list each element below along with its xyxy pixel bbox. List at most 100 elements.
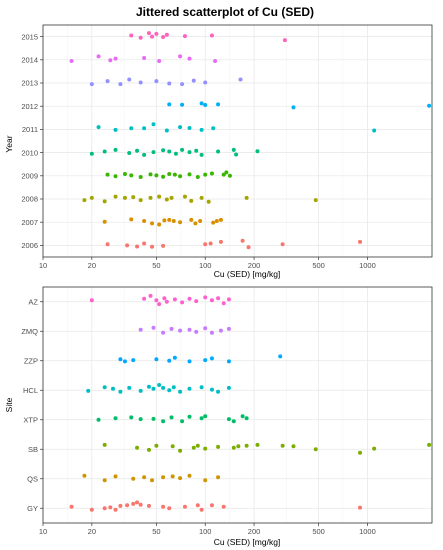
site-point-SB [178, 448, 183, 453]
year-point-2008 [113, 194, 118, 199]
year-point-2012 [216, 102, 221, 107]
site-y-tick-label: ZMQ [21, 327, 38, 336]
year-point-2008 [138, 198, 143, 203]
year-point-2007 [193, 221, 198, 226]
year-point-2010 [173, 151, 178, 156]
year-point-2006 [218, 239, 223, 244]
year-point-2007 [102, 219, 107, 224]
site-point-GY [209, 503, 214, 508]
site-point-SB [231, 445, 236, 450]
year-point-2011 [151, 122, 156, 127]
year-point-2008 [164, 197, 169, 202]
site-point-SB [146, 447, 151, 452]
site-point-QS [161, 475, 166, 480]
site-point-QS [216, 475, 221, 480]
year-point-2011 [164, 128, 169, 133]
site-y-tick-label: AZ [28, 297, 38, 306]
site-point-AZ [221, 301, 226, 306]
year-y-tick-label: 2009 [21, 172, 38, 181]
year-point-2006 [240, 238, 245, 243]
year-point-2011 [113, 127, 118, 132]
year-point-2013 [191, 78, 196, 83]
year-point-2009 [209, 171, 214, 176]
year-point-2006 [246, 245, 251, 250]
year-point-2009 [203, 172, 208, 177]
year-point-2013 [180, 82, 185, 87]
year-point-2009 [167, 171, 172, 176]
site-point-HCL [216, 389, 221, 394]
year-point-2008 [244, 195, 249, 200]
year-point-2013 [203, 80, 208, 85]
site-point-QS [187, 473, 192, 478]
site-point-HCL [102, 385, 107, 390]
site-point-GY [199, 507, 204, 512]
site-point-HCL [151, 386, 156, 391]
site-point-HCL [209, 387, 214, 392]
year-point-2014 [157, 58, 162, 63]
site-point-HCL [138, 388, 143, 393]
year-point-2015 [282, 38, 287, 43]
site-point-XTP [231, 419, 236, 424]
year-point-2011 [142, 126, 147, 131]
site-point-XTP [180, 419, 185, 424]
year-point-2013 [127, 77, 132, 82]
year-point-2015 [209, 33, 214, 38]
site-point-XTP [244, 416, 249, 421]
site-point-ZZP [172, 355, 177, 360]
site-point-XTP [151, 416, 156, 421]
year-point-2007 [157, 222, 162, 227]
site-point-HCL [178, 389, 183, 394]
site-y-tick-label: QS [27, 474, 38, 483]
year-point-2010 [234, 152, 239, 157]
site-point-SB [195, 443, 200, 448]
year-point-2006 [161, 243, 166, 248]
site-x-tick-label: 500 [312, 527, 325, 536]
year-point-2010 [194, 148, 199, 153]
site-point-SB [244, 443, 249, 448]
site-point-GY [108, 505, 113, 510]
year-point-2014 [178, 54, 183, 59]
year-point-2010 [180, 147, 185, 152]
site-point-QS [203, 478, 208, 483]
year-point-2007 [129, 217, 134, 222]
year-point-2007 [167, 217, 172, 222]
site-point-GY [182, 504, 187, 509]
site-point-XTP [161, 419, 166, 424]
year-point-2006 [125, 243, 130, 248]
year-point-2009 [154, 173, 159, 178]
site-point-SB [170, 444, 175, 449]
year-point-2009 [148, 172, 153, 177]
site-panel-x-axis-title: Cu (SED) [mg/kg] [214, 537, 281, 547]
year-point-2013 [154, 79, 159, 84]
year-point-2009 [172, 172, 177, 177]
site-point-HCL [118, 389, 123, 394]
year-point-2015 [154, 31, 159, 36]
year-point-2014 [213, 58, 218, 63]
site-y-tick-label: XTP [23, 415, 38, 424]
year-x-tick-label: 1000 [359, 261, 376, 270]
site-point-ZZP [278, 354, 283, 359]
site-point-ZMQ [218, 328, 223, 333]
year-point-2012 [203, 103, 208, 108]
site-point-ZZP [154, 357, 159, 362]
site-point-SB [280, 443, 285, 448]
year-point-2006 [208, 241, 213, 246]
year-point-2007 [178, 220, 183, 225]
site-point-GY [135, 500, 140, 505]
site-point-AZ [157, 302, 162, 307]
year-panel: 10 20 50 100 200 500 1000 2006 2007 2008 2009 2010 2… [21, 24, 433, 270]
site-point-HCL [86, 388, 91, 393]
year-point-2009 [221, 172, 226, 177]
site-point-ZMQ [226, 326, 231, 331]
site-point-ZZP [226, 359, 231, 364]
year-point-2010 [167, 149, 172, 154]
year-panel-y-axis-title: Year [4, 135, 14, 152]
site-point-SB [358, 450, 363, 455]
year-point-2015 [129, 33, 134, 38]
site-point-ZMQ [194, 329, 199, 334]
year-y-tick-label: 2015 [21, 32, 38, 41]
year-point-2008 [169, 195, 174, 200]
site-point-HCL [146, 384, 151, 389]
year-point-2011 [96, 125, 101, 130]
site-point-XTP [129, 415, 134, 420]
